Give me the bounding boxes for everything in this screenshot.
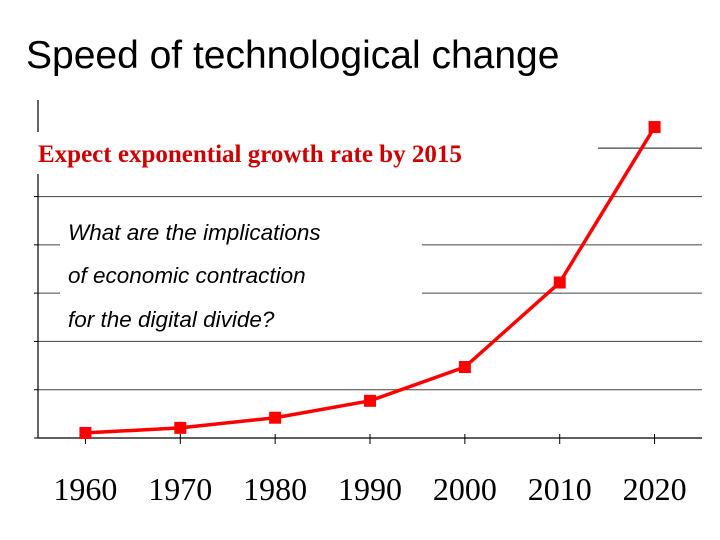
heading-text: Expect exponential growth rate by 2015 [38, 141, 462, 168]
x-tick-label-1960: 1960 [53, 471, 117, 507]
x-tick-label-2020: 2020 [623, 471, 687, 507]
x-tick-label-2000: 2000 [433, 471, 497, 507]
heading-backdrop [30, 132, 598, 174]
data-point-1990 [364, 394, 376, 407]
question-backdrop [60, 208, 422, 336]
question-line-2: of economic contraction [68, 263, 306, 288]
x-tick-label-2010: 2010 [528, 471, 592, 507]
x-tick-label-1980: 1980 [243, 471, 307, 507]
data-point-1970 [174, 421, 187, 434]
data-point-2020 [648, 121, 661, 134]
question-line-3: for the digital divide? [68, 307, 275, 332]
question-annotation: What are the implications of economic co… [60, 208, 422, 336]
x-axis-tick-labels: 1960 1970 1980 1990 2000 2010 2020 [53, 471, 686, 507]
data-point-1960 [79, 426, 92, 439]
x-tick-label-1970: 1970 [148, 471, 212, 507]
heading-annotation: Expect exponential growth rate by 2015 [30, 132, 598, 174]
data-point-2000 [458, 361, 471, 374]
data-point-2010 [553, 276, 566, 289]
series-growth [79, 121, 661, 439]
slide-title: Speed of technological change [26, 34, 560, 77]
x-tick-label-1990: 1990 [338, 471, 402, 507]
question-line-1: What are the implications [68, 220, 321, 245]
data-point-1980 [269, 411, 282, 424]
